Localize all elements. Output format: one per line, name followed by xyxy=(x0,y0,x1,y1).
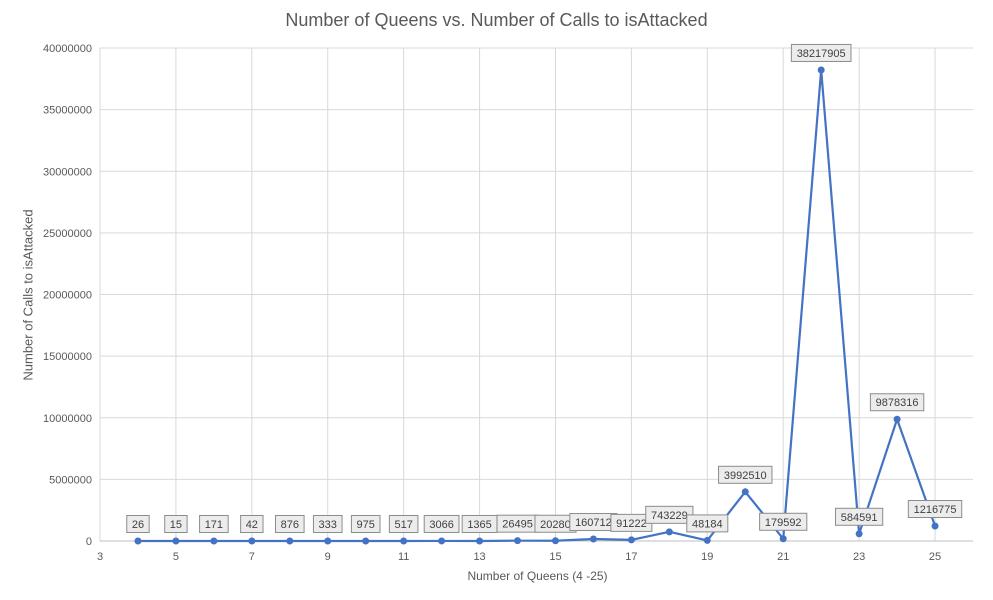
data-label-box xyxy=(423,514,460,533)
data-label-box xyxy=(907,500,963,519)
y-tick-label: 20000000 xyxy=(43,290,92,302)
y-tick-label: 0 xyxy=(86,536,92,548)
data-point xyxy=(627,536,635,544)
data-point xyxy=(551,537,559,545)
data-point xyxy=(400,537,408,545)
series-line xyxy=(137,68,937,543)
x-tick-label: 25 xyxy=(929,551,941,563)
y-tick-label: 5000000 xyxy=(49,474,92,486)
data-label: 20280 xyxy=(540,519,571,531)
data-label: 15 xyxy=(170,519,182,531)
data-point xyxy=(589,535,597,543)
data-point xyxy=(134,537,142,545)
data-label-box xyxy=(350,514,381,533)
y-tick-label: 40000000 xyxy=(43,43,92,55)
x-tick-label: 23 xyxy=(853,551,865,563)
x-tick-label: 13 xyxy=(473,551,485,563)
x-axis-title: Number of Queens (4 -25) xyxy=(467,569,608,583)
chart-title: Number of Queens vs. Number of Calls to … xyxy=(285,10,708,30)
data-label: 171 xyxy=(205,519,223,531)
data-label: 160712 xyxy=(575,517,612,529)
y-axis-title: Number of Calls to isAttacked xyxy=(20,209,36,381)
data-point xyxy=(779,535,787,543)
x-tick-label: 9 xyxy=(325,551,331,563)
data-label-box xyxy=(199,514,229,533)
data-point xyxy=(817,66,825,74)
data-label: 517 xyxy=(394,519,412,531)
data-point xyxy=(324,537,332,545)
data-label-box xyxy=(835,507,884,526)
data-label: 9878316 xyxy=(876,397,919,409)
data-label: 91222 xyxy=(616,518,647,530)
data-label-box xyxy=(869,393,925,412)
data-point xyxy=(172,537,180,545)
data-label: 876 xyxy=(281,519,299,531)
data-label: 179592 xyxy=(765,517,802,529)
x-tick-label: 15 xyxy=(549,551,561,563)
x-tick-label: 5 xyxy=(173,551,179,563)
data-label: 1216775 xyxy=(914,504,957,516)
y-tick-label: 25000000 xyxy=(43,228,92,240)
data-point xyxy=(855,530,863,538)
data-label: 333 xyxy=(319,519,337,531)
data-label-box xyxy=(759,512,808,531)
data-point xyxy=(703,536,711,544)
x-tick-label: 19 xyxy=(701,551,713,563)
y-tick-label: 15000000 xyxy=(43,351,92,363)
data-label-box xyxy=(126,514,150,533)
data-point xyxy=(286,537,294,545)
x-tick-label: 7 xyxy=(249,551,255,563)
data-label-box xyxy=(240,514,264,533)
data-point xyxy=(438,537,446,545)
data-label: 1365 xyxy=(467,519,491,531)
data-point xyxy=(893,415,901,423)
data-label-box xyxy=(790,43,852,62)
data-label-box xyxy=(312,514,343,533)
data-label: 3992510 xyxy=(724,470,767,482)
x-tick-label: 11 xyxy=(398,551,409,563)
data-point xyxy=(476,537,484,545)
data-label-box xyxy=(686,514,729,533)
x-tick-label: 3 xyxy=(97,551,103,563)
data-label: 584591 xyxy=(841,512,878,524)
data-label: 26495 xyxy=(502,519,533,531)
data-label: 48184 xyxy=(692,518,723,530)
data-point xyxy=(248,537,256,545)
data-point xyxy=(362,537,370,545)
data-point xyxy=(741,488,749,496)
data-label: 42 xyxy=(246,519,258,531)
y-tick-label: 30000000 xyxy=(43,166,92,178)
y-tick-label: 35000000 xyxy=(43,105,92,117)
x-tick-label: 21 xyxy=(777,551,789,563)
data-point xyxy=(665,528,673,536)
data-label: 26 xyxy=(132,519,144,531)
data-label-box xyxy=(718,465,773,484)
data-label: 3066 xyxy=(429,519,453,531)
y-tick-label: 10000000 xyxy=(43,413,92,425)
data-label-box xyxy=(388,514,419,533)
data-label-box xyxy=(164,514,188,533)
data-label: 38217905 xyxy=(797,48,846,60)
data-label-box xyxy=(274,514,305,533)
data-label: 975 xyxy=(357,519,375,531)
x-tick-label: 17 xyxy=(625,551,637,563)
data-point xyxy=(514,537,522,545)
data-point xyxy=(210,537,218,545)
data-label: 743229 xyxy=(651,510,688,522)
data-point xyxy=(931,522,939,530)
